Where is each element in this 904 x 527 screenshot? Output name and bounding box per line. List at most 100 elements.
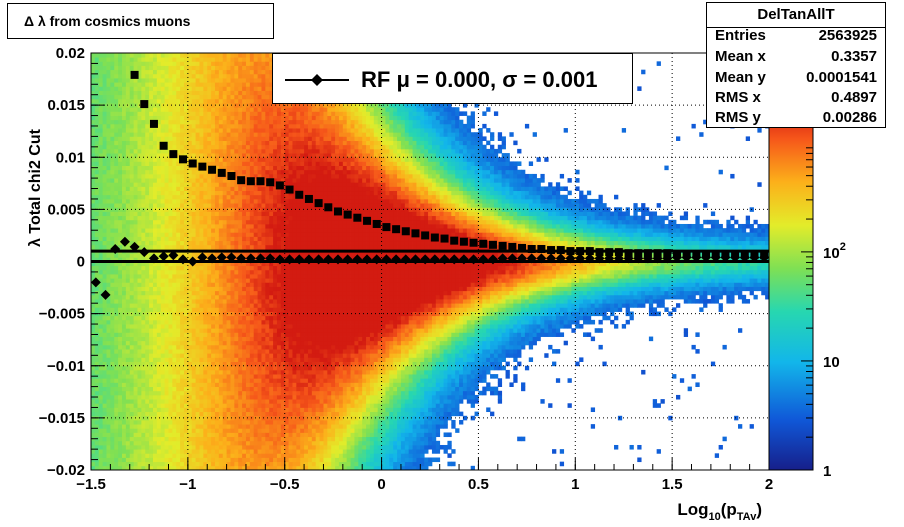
density-cell <box>106 53 111 58</box>
density-cell <box>195 161 200 166</box>
density-cell <box>234 186 239 192</box>
density-cell <box>226 115 231 121</box>
density-cell <box>222 440 227 446</box>
density-cell <box>164 182 169 187</box>
density-cell <box>180 382 185 387</box>
density-cell <box>141 353 146 358</box>
density-cell <box>191 215 196 221</box>
density-cell <box>207 107 212 112</box>
density-cell <box>168 390 173 396</box>
density-cell <box>257 82 262 87</box>
density-cell <box>137 228 142 233</box>
density-cell <box>176 369 181 375</box>
density-cell <box>164 432 169 438</box>
density-cell <box>141 215 146 221</box>
density-cell <box>168 194 173 200</box>
density-cell <box>129 353 135 358</box>
density-cell <box>160 303 166 308</box>
density-cell <box>118 232 123 237</box>
density-cell <box>168 315 173 321</box>
density-cell <box>137 211 142 217</box>
density-cell <box>129 319 135 325</box>
density-cell <box>191 228 196 233</box>
density-cell <box>106 207 111 212</box>
density-cell <box>121 328 127 333</box>
density-cell <box>234 182 239 187</box>
density-cell <box>176 223 181 229</box>
density-cell <box>222 115 227 121</box>
density-cell <box>114 198 119 204</box>
density-cell <box>183 444 189 450</box>
density-cell <box>180 332 185 337</box>
density-cell <box>121 211 127 217</box>
density-cell <box>253 424 258 429</box>
density-cell <box>118 328 123 333</box>
density-cell <box>211 390 216 396</box>
density-cell <box>160 215 166 221</box>
density-cell <box>211 382 216 387</box>
density-cell <box>261 328 266 333</box>
density-cell <box>125 157 131 162</box>
density-cell <box>265 449 270 454</box>
density-cell <box>133 61 138 66</box>
density-cell <box>98 324 104 329</box>
density-cell <box>207 457 212 463</box>
density-cell <box>110 394 115 400</box>
density-cell <box>91 232 96 237</box>
density-cell <box>160 307 166 312</box>
density-cell <box>133 353 138 358</box>
density-cell <box>152 340 158 346</box>
density-cell <box>121 244 127 250</box>
density-cell <box>203 369 208 375</box>
density-cell <box>91 378 96 383</box>
density-cell <box>230 153 235 158</box>
density-cell <box>98 128 104 133</box>
density-cell <box>242 98 247 104</box>
density-cell <box>156 361 162 367</box>
density-cell <box>211 236 216 242</box>
density-cell <box>91 132 96 137</box>
density-cell <box>156 78 162 83</box>
density-cell <box>191 294 196 300</box>
density-cell <box>172 103 177 108</box>
density-cell <box>238 407 243 413</box>
density-cell <box>276 357 282 362</box>
density-cell <box>149 349 154 354</box>
density-cell <box>187 361 193 367</box>
density-cell <box>114 299 119 304</box>
density-cell <box>242 324 247 329</box>
density-cell <box>114 132 119 137</box>
density-cell <box>249 399 255 404</box>
density-cell <box>195 82 200 87</box>
density-cell <box>129 128 135 133</box>
density-cell <box>149 436 154 442</box>
density-cell <box>257 294 262 300</box>
density-cell <box>110 294 115 300</box>
density-cell <box>226 328 231 333</box>
density-cell <box>191 461 196 467</box>
density-cell <box>164 215 169 221</box>
density-cell <box>257 98 262 104</box>
density-cell <box>265 461 270 467</box>
density-cell <box>230 411 235 417</box>
density-cell <box>238 215 243 221</box>
density-cell <box>164 53 169 58</box>
density-cell <box>273 411 278 417</box>
density-cell <box>172 282 177 287</box>
density-cell <box>168 219 173 225</box>
density-cell <box>172 257 177 262</box>
density-cell <box>249 340 255 346</box>
density-cell <box>110 182 115 187</box>
density-cell <box>245 140 251 146</box>
density-cell <box>98 361 104 367</box>
density-cell <box>269 303 274 308</box>
density-cell <box>94 232 100 237</box>
density-cell <box>211 465 216 470</box>
density-cell <box>110 324 115 329</box>
density-cell <box>222 269 227 275</box>
density-cell <box>164 307 169 312</box>
density-cell <box>234 169 239 175</box>
density-cell <box>114 257 119 262</box>
density-cell <box>245 194 251 200</box>
